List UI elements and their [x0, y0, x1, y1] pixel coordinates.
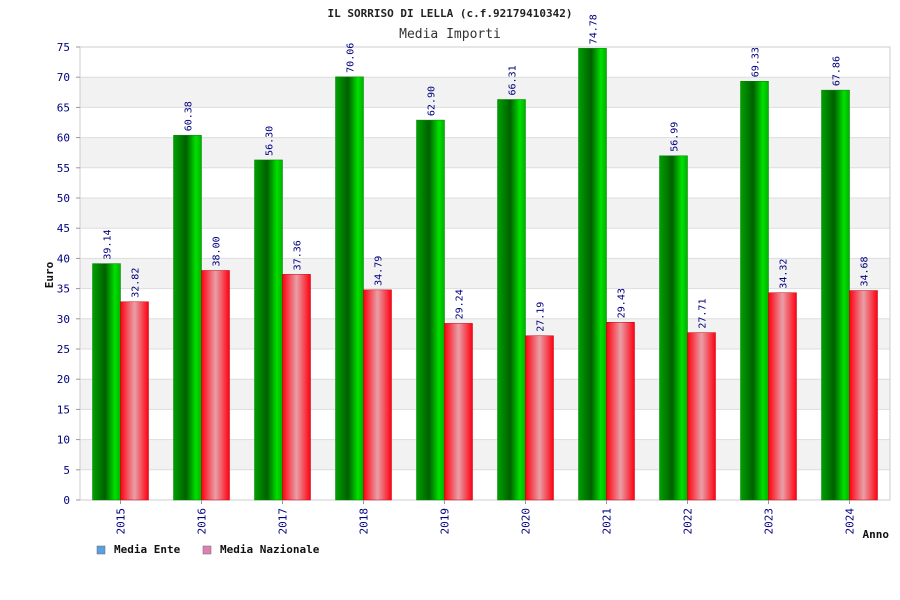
- y-tick-label: 45: [57, 222, 70, 235]
- y-tick-label: 75: [57, 41, 70, 54]
- data-label-media-nazionale-2020: 27.19: [536, 302, 547, 332]
- bar-media-nazionale-2023: [768, 292, 797, 501]
- y-tick-label: 50: [57, 192, 70, 205]
- x-tick-label: 2021: [601, 508, 614, 535]
- data-label-media-nazionale-2024: 34.68: [860, 256, 871, 286]
- x-axis-label: Anno: [863, 528, 890, 541]
- bar-media-ente-2018: [335, 76, 364, 501]
- bar-media-ente-2015: [92, 263, 121, 501]
- legend-label-media-nazionale: Media Nazionale: [220, 543, 320, 556]
- bar-media-ente-2022: [659, 155, 688, 501]
- y-tick-label: 10: [57, 434, 70, 447]
- y-tick-label: 60: [57, 132, 70, 145]
- legend: Media Ente Media Nazionale: [96, 543, 320, 556]
- bar-media-ente-2016: [173, 135, 202, 501]
- data-label-media-nazionale-2015: 32.82: [131, 268, 142, 298]
- data-label-media-nazionale-2023: 34.32: [779, 259, 790, 289]
- y-tick-label: 65: [57, 101, 70, 114]
- x-tick-label: 2020: [520, 508, 533, 535]
- x-tick-label: 2017: [277, 508, 290, 535]
- bar-media-nazionale-2022: [687, 332, 716, 501]
- bar-media-nazionale-2016: [201, 270, 230, 501]
- bar-media-ente-2023: [740, 80, 769, 501]
- x-axis-ticks: 2015 2016 2017 2018 2019 2020 2021 2022 2023 2024: [115, 500, 857, 535]
- bars: 39.14 32.82 60.38 38.00 56.30 37.36 70.06 34.79…: [92, 14, 878, 501]
- y-tick-label: 35: [57, 283, 70, 296]
- y-tick-label: 20: [57, 373, 70, 386]
- bar-media-nazionale-2017: [282, 274, 311, 501]
- chart-title: IL SORRISO DI LELLA (c.f.92179410342): [327, 7, 572, 20]
- data-label-media-nazionale-2021: 29.43: [617, 288, 628, 318]
- x-tick-label: 2019: [439, 508, 452, 535]
- plot-frame: [79, 46, 891, 501]
- y-axis-ticks: 0 5 10 15 20 25 30 35 40 45 50 55 60 65 70 75: [57, 41, 80, 507]
- y-tick-label: 0: [63, 494, 70, 507]
- x-tick-label: 2023: [763, 508, 776, 535]
- data-label-media-nazionale-2019: 29.24: [455, 289, 466, 319]
- bar-media-ente-2020: [497, 99, 526, 501]
- data-label-media-ente-2017: 56.30: [265, 126, 276, 156]
- data-label-media-nazionale-2016: 38.00: [212, 236, 223, 266]
- x-tick-label: 2022: [682, 508, 695, 535]
- data-label-media-ente-2023: 69.33: [751, 47, 762, 77]
- data-label-media-ente-2022: 56.99: [670, 122, 681, 152]
- x-tick-label: 2015: [115, 508, 128, 535]
- data-label-media-ente-2015: 39.14: [103, 229, 114, 259]
- legend-label-media-ente: Media Ente: [114, 543, 181, 556]
- data-label-media-nazionale-2018: 34.79: [374, 256, 385, 286]
- data-label-media-ente-2021: 74.78: [589, 14, 600, 44]
- legend-swatch-media-nazionale: [202, 545, 212, 555]
- bar-media-ente-2021: [578, 48, 607, 501]
- y-tick-label: 15: [57, 403, 70, 416]
- data-label-media-nazionale-2017: 37.36: [293, 240, 304, 270]
- bar-media-nazionale-2019: [444, 323, 473, 501]
- bar-media-nazionale-2018: [363, 289, 392, 501]
- y-tick-label: 5: [63, 464, 70, 477]
- data-label-media-nazionale-2022: 27.71: [698, 299, 709, 329]
- bar-media-ente-2019: [416, 119, 445, 501]
- y-tick-label: 55: [57, 162, 70, 175]
- y-axis-label: Euro: [43, 261, 56, 288]
- data-label-media-ente-2018: 70.06: [346, 43, 357, 73]
- x-tick-label: 2016: [196, 508, 209, 535]
- chart-subtitle: Media Importi: [399, 27, 501, 42]
- data-label-media-ente-2019: 62.90: [427, 86, 438, 116]
- y-tick-label: 70: [57, 71, 70, 84]
- y-tick-label: 30: [57, 313, 70, 326]
- data-label-media-ente-2024: 67.86: [832, 56, 843, 86]
- bar-media-nazionale-2021: [606, 321, 635, 501]
- bar-media-nazionale-2024: [849, 290, 878, 501]
- y-tick-label: 25: [57, 343, 70, 356]
- legend-swatch-media-ente: [96, 545, 106, 555]
- x-tick-label: 2024: [844, 508, 857, 535]
- bar-media-ente-2024: [821, 89, 850, 501]
- data-label-media-ente-2020: 66.31: [508, 65, 519, 95]
- bar-media-ente-2017: [254, 159, 283, 501]
- bar-media-nazionale-2020: [525, 335, 554, 501]
- x-tick-label: 2018: [358, 508, 371, 535]
- bar-media-nazionale-2015: [120, 301, 149, 501]
- data-label-media-ente-2016: 60.38: [184, 101, 195, 131]
- y-tick-label: 40: [57, 252, 70, 265]
